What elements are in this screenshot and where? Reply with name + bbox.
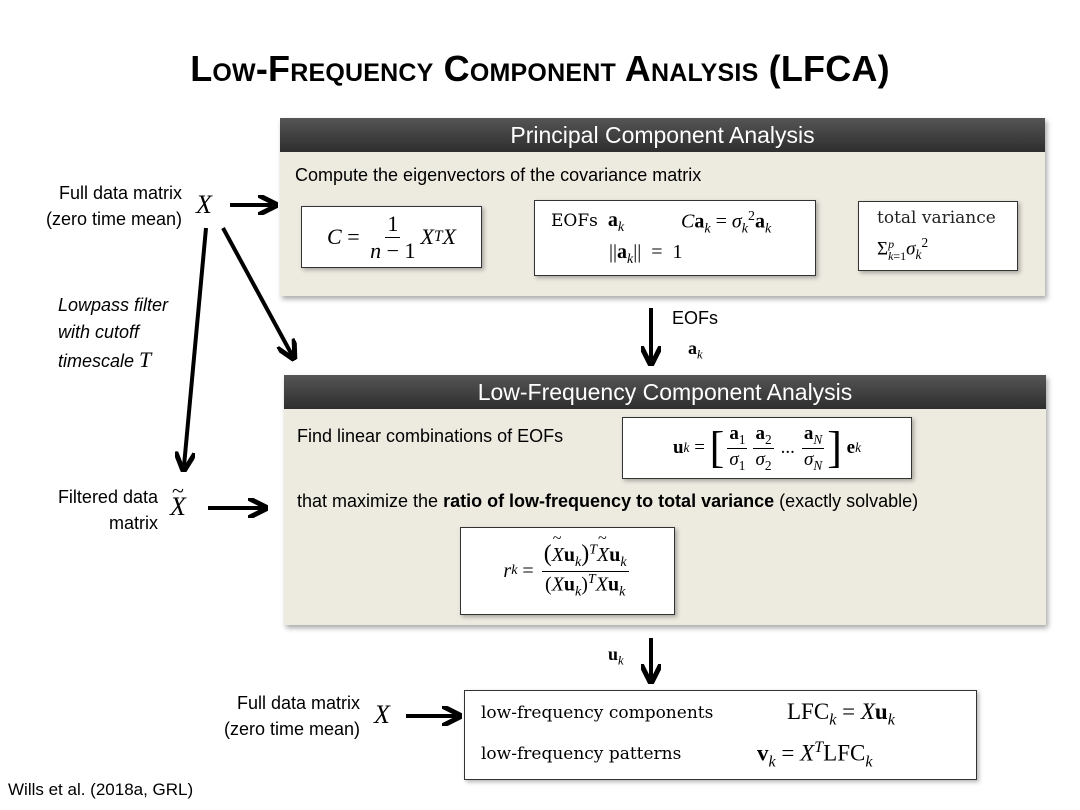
ak-arrow-label: ak xyxy=(688,338,703,362)
lfca-line2: that maximize the ratio of low-frequency… xyxy=(297,491,919,511)
full-data-matrix-label: Full data matrix (zero time mean) xyxy=(45,183,182,229)
eofs-arrow-label: EOFs xyxy=(672,308,719,328)
pca-panel: Principal Component Analysis Compute the… xyxy=(280,118,1045,296)
arrow-x-to-lfca xyxy=(221,227,292,355)
x-symbol-top: X xyxy=(196,190,212,219)
page-title: Low-Frequency Component Analysis (LFCA) xyxy=(190,48,890,89)
ellipsis: ... xyxy=(780,437,795,458)
eofs-formula-box: EOFs ak Cak = σk2ak ||ak|| = 1 xyxy=(534,200,816,276)
filtered-data-matrix-label: Filtered data matrix xyxy=(57,487,158,533)
bottom-full-data-matrix-label: Full data matrix (zero time mean) xyxy=(223,693,360,739)
lfca-header: Low-Frequency Component Analysis xyxy=(284,375,1046,409)
lowpass-filter-label: Lowpass filter with cutoff timescale T xyxy=(58,295,169,372)
lfc-label: low-frequency components xyxy=(481,703,714,723)
citation: Wills et al. (2018a, GRL) xyxy=(8,780,194,799)
arrow-lowpass xyxy=(184,227,208,466)
lfc-formula: LFCk = Xuk xyxy=(787,699,895,729)
pca-subtitle: Compute the eigenvectors of the covarian… xyxy=(295,165,702,185)
output-formula-box: low-frequency components LFCk = Xuk low-… xyxy=(464,690,977,780)
eofs-label: EOFs xyxy=(551,211,598,231)
total-variance-label: total variance xyxy=(877,208,996,228)
pca-header: Principal Component Analysis xyxy=(280,118,1045,152)
x-symbol-bottom: X xyxy=(374,700,390,729)
uk-arrow-label: uk xyxy=(608,644,624,668)
lfca-panel: Low-Frequency Component Analysis Find li… xyxy=(284,375,1046,625)
patterns-label: low-frequency patterns xyxy=(481,744,682,764)
x-tilde-symbol: ~ X xyxy=(170,478,186,521)
lfca-line1: Find linear combinations of EOFs xyxy=(297,426,564,446)
patterns-formula: vk = XTLFCk xyxy=(757,739,873,771)
